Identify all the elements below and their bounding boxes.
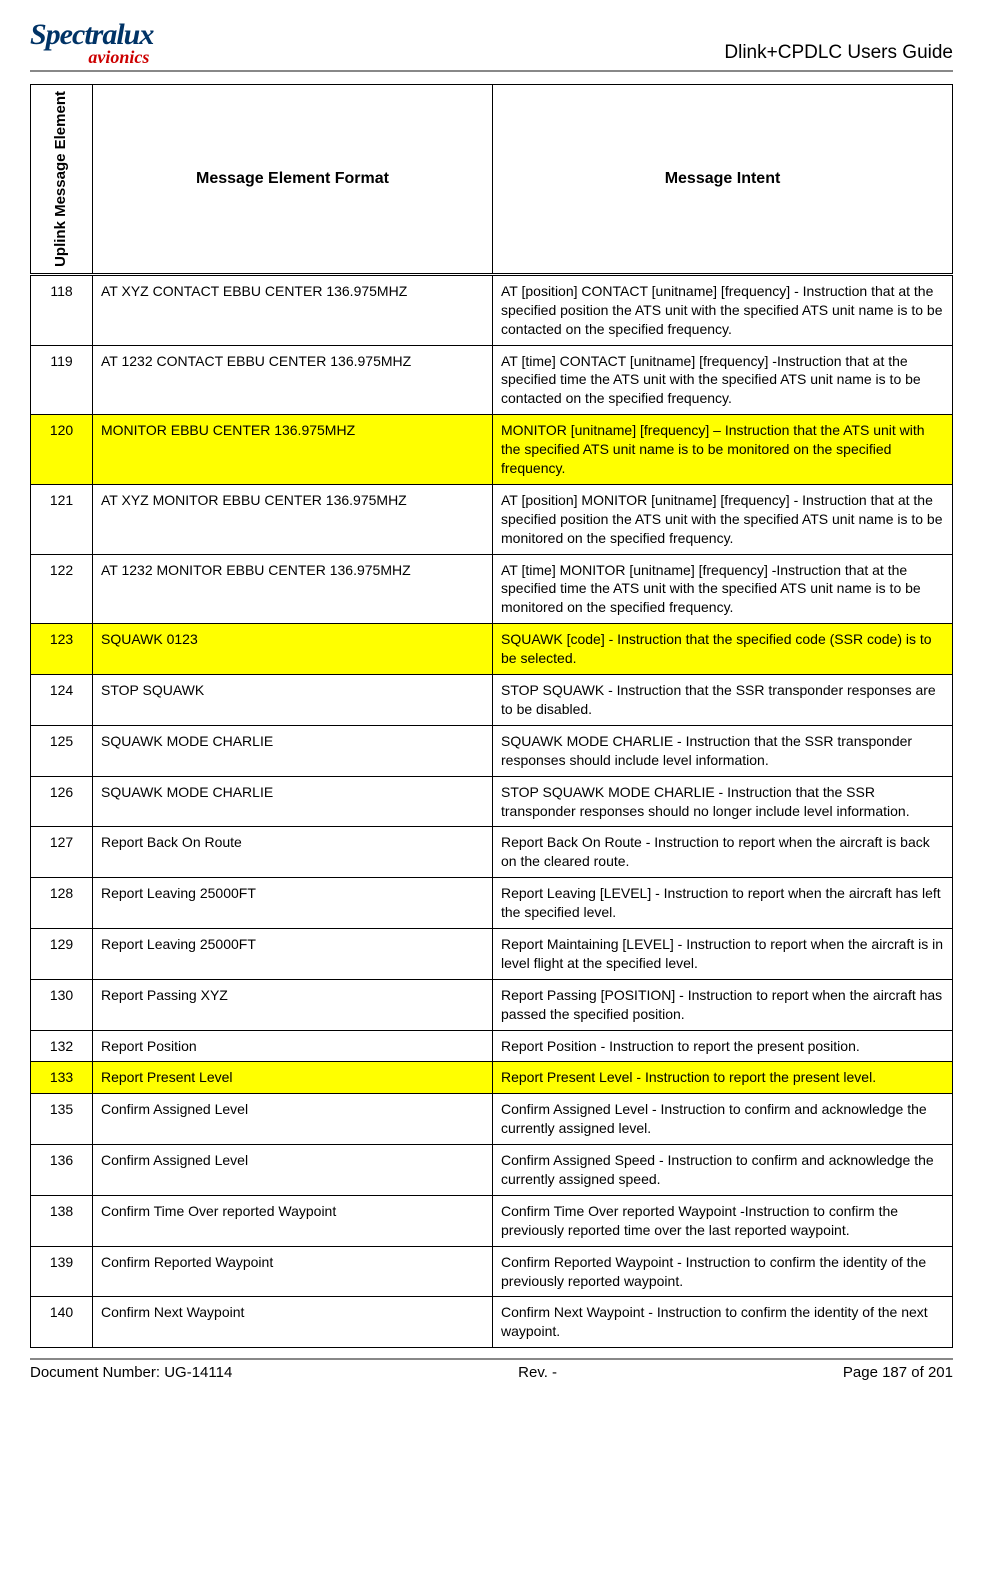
cell-id: 128 [31,878,93,929]
footer-rev: Rev. - [518,1364,557,1381]
cell-id: 138 [31,1195,93,1246]
table-row: 124STOP SQUAWKSTOP SQUAWK - Instruction … [31,675,953,726]
table-header-row: Uplink Message Element Message Element F… [31,85,953,275]
cell-format: Report Position [93,1030,493,1062]
cell-intent: Report Maintaining [LEVEL] - Instruction… [493,928,953,979]
cell-format: Report Present Level [93,1062,493,1094]
cell-id: 122 [31,554,93,624]
page-header: Spectralux avionics Dlink+CPDLC Users Gu… [30,20,953,72]
cell-format: SQUAWK MODE CHARLIE [93,725,493,776]
table-row: 132Report PositionReport Position - Inst… [31,1030,953,1062]
cell-intent: Report Back On Route - Instruction to re… [493,827,953,878]
cell-format: Confirm Time Over reported Waypoint [93,1195,493,1246]
cell-format: STOP SQUAWK [93,675,493,726]
cell-id: 136 [31,1145,93,1196]
table-row: 138Confirm Time Over reported WaypointCo… [31,1195,953,1246]
message-table: Uplink Message Element Message Element F… [30,84,953,1348]
cell-format: Confirm Assigned Level [93,1145,493,1196]
table-row: 135Confirm Assigned LevelConfirm Assigne… [31,1094,953,1145]
cell-format: MONITOR EBBU CENTER 136.975MHZ [93,415,493,485]
cell-format: Report Passing XYZ [93,979,493,1030]
cell-intent: Report Passing [POSITION] - Instruction … [493,979,953,1030]
cell-intent: MONITOR [unitname] [frequency] – Instruc… [493,415,953,485]
table-row: 123SQUAWK 0123SQUAWK [code] - Instructio… [31,624,953,675]
cell-intent: SQUAWK [code] - Instruction that the spe… [493,624,953,675]
cell-intent: STOP SQUAWK MODE CHARLIE - Instruction t… [493,776,953,827]
table-row: 128Report Leaving 25000FTReport Leaving … [31,878,953,929]
cell-format: Report Back On Route [93,827,493,878]
table-row: 126SQUAWK MODE CHARLIESTOP SQUAWK MODE C… [31,776,953,827]
table-body: 118AT XYZ CONTACT EBBU CENTER 136.975MHZ… [31,274,953,1347]
cell-id: 139 [31,1246,93,1297]
cell-id: 120 [31,415,93,485]
table-row: 120MONITOR EBBU CENTER 136.975MHZMONITOR… [31,415,953,485]
cell-id: 124 [31,675,93,726]
logo-sub-text: avionics [30,48,153,66]
cell-format: AT 1232 MONITOR EBBU CENTER 136.975MHZ [93,554,493,624]
cell-id: 125 [31,725,93,776]
cell-intent: Confirm Assigned Level - Instruction to … [493,1094,953,1145]
table-row: 130Report Passing XYZReport Passing [POS… [31,979,953,1030]
cell-id: 121 [31,484,93,554]
col-header-id: Uplink Message Element [31,85,93,275]
table-row: 119AT 1232 CONTACT EBBU CENTER 136.975MH… [31,345,953,415]
cell-format: Report Leaving 25000FT [93,928,493,979]
cell-intent: STOP SQUAWK - Instruction that the SSR t… [493,675,953,726]
cell-intent: AT [position] CONTACT [unitname] [freque… [493,274,953,345]
document-title: Dlink+CPDLC Users Guide [724,42,953,66]
cell-id: 133 [31,1062,93,1094]
cell-format: AT XYZ MONITOR EBBU CENTER 136.975MHZ [93,484,493,554]
cell-format: Report Leaving 25000FT [93,878,493,929]
cell-intent: Confirm Assigned Speed - Instruction to … [493,1145,953,1196]
cell-intent: AT [time] MONITOR [unitname] [frequency]… [493,554,953,624]
cell-id: 130 [31,979,93,1030]
cell-id: 126 [31,776,93,827]
cell-format: SQUAWK MODE CHARLIE [93,776,493,827]
cell-intent: Report Position - Instruction to report … [493,1030,953,1062]
cell-format: Confirm Reported Waypoint [93,1246,493,1297]
cell-intent: AT [position] MONITOR [unitname] [freque… [493,484,953,554]
cell-id: 118 [31,274,93,345]
table-row: 133Report Present LevelReport Present Le… [31,1062,953,1094]
cell-id: 140 [31,1297,93,1348]
cell-intent: AT [time] CONTACT [unitname] [frequency]… [493,345,953,415]
table-row: 121AT XYZ MONITOR EBBU CENTER 136.975MHZ… [31,484,953,554]
table-row: 129Report Leaving 25000FTReport Maintain… [31,928,953,979]
cell-id: 127 [31,827,93,878]
cell-id: 132 [31,1030,93,1062]
page-footer: Document Number: UG-14114 Rev. - Page 18… [30,1358,953,1381]
cell-format: SQUAWK 0123 [93,624,493,675]
logo: Spectralux avionics [30,20,153,66]
footer-page: Page 187 of 201 [843,1364,953,1381]
cell-format: Confirm Assigned Level [93,1094,493,1145]
cell-id: 135 [31,1094,93,1145]
cell-format: AT XYZ CONTACT EBBU CENTER 136.975MHZ [93,274,493,345]
cell-format: Confirm Next Waypoint [93,1297,493,1348]
logo-main-text: Spectralux [30,20,153,50]
table-row: 139Confirm Reported WaypointConfirm Repo… [31,1246,953,1297]
table-row: 118AT XYZ CONTACT EBBU CENTER 136.975MHZ… [31,274,953,345]
table-row: 127Report Back On RouteReport Back On Ro… [31,827,953,878]
col-header-intent: Message Intent [493,85,953,275]
cell-intent: SQUAWK MODE CHARLIE - Instruction that t… [493,725,953,776]
table-row: 125SQUAWK MODE CHARLIESQUAWK MODE CHARLI… [31,725,953,776]
cell-intent: Confirm Next Waypoint - Instruction to c… [493,1297,953,1348]
table-row: 140Confirm Next WaypointConfirm Next Way… [31,1297,953,1348]
cell-intent: Report Present Level - Instruction to re… [493,1062,953,1094]
cell-format: AT 1232 CONTACT EBBU CENTER 136.975MHZ [93,345,493,415]
cell-intent: Report Leaving [LEVEL] - Instruction to … [493,878,953,929]
footer-doc-number: Document Number: UG-14114 [30,1364,232,1381]
table-row: 136Confirm Assigned LevelConfirm Assigne… [31,1145,953,1196]
cell-intent: Confirm Time Over reported Waypoint -Ins… [493,1195,953,1246]
table-row: 122AT 1232 MONITOR EBBU CENTER 136.975MH… [31,554,953,624]
cell-id: 123 [31,624,93,675]
col-header-format: Message Element Format [93,85,493,275]
cell-intent: Confirm Reported Waypoint - Instruction … [493,1246,953,1297]
cell-id: 119 [31,345,93,415]
cell-id: 129 [31,928,93,979]
